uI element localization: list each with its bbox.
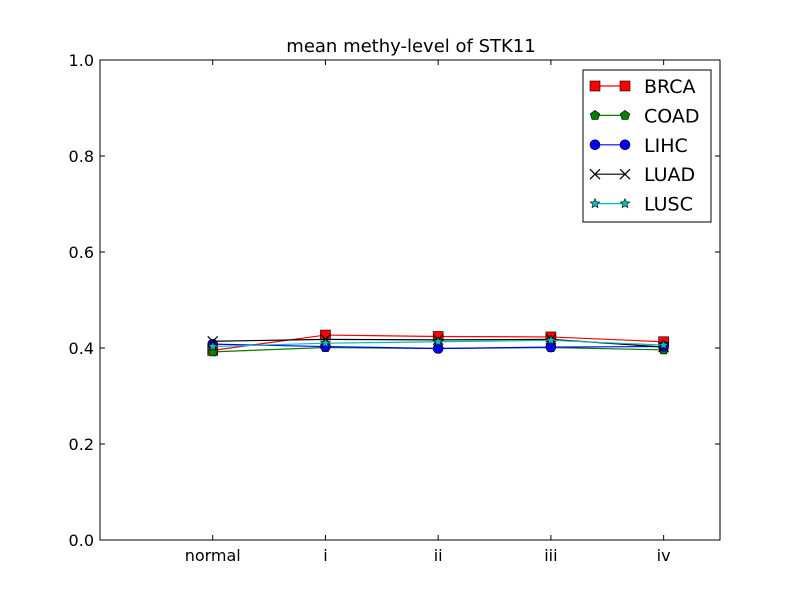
legend-marker (619, 110, 631, 120)
legend-marker (619, 139, 631, 151)
legend-marker (589, 80, 601, 92)
legend-label: LUSC (644, 194, 693, 216)
legend-label: COAD (644, 105, 700, 127)
chart-title: mean methy-level of STK11 (286, 36, 535, 57)
data-point (432, 335, 444, 347)
y-tick-label: 0.4 (69, 339, 94, 358)
legend-item-luad: LUAD (589, 164, 695, 186)
y-tick-label: 0.8 (69, 147, 94, 166)
data-point (319, 337, 331, 348)
legend-label: LUAD (644, 164, 695, 186)
x-tick-label: iii (544, 546, 557, 565)
series-layer (207, 329, 670, 357)
legend: BRCA COAD LIHC LUAD LUSC (582, 69, 712, 223)
y-tick-label: 0.0 (69, 531, 94, 550)
legend-marker (589, 139, 601, 151)
x-tick-label: normal (185, 546, 241, 565)
legend-item-lusc: LUSC (589, 194, 693, 216)
y-tick-label: 0.2 (69, 435, 94, 454)
legend-marker (589, 168, 601, 180)
data-point (432, 343, 444, 354)
y-tick-label: 1.0 (69, 51, 94, 70)
y-tick-label: 0.6 (69, 243, 94, 262)
x-tick-label: i (323, 546, 327, 565)
x-axis: normal i ii iii iv (185, 60, 671, 565)
legend-marker (619, 168, 631, 180)
y-axis: 0.0 0.2 0.4 0.6 0.8 1.0 (69, 51, 720, 550)
legend-label: LIHC (644, 135, 688, 157)
legend-marker (619, 197, 631, 209)
legend-marker (589, 197, 601, 209)
legend-label: BRCA (644, 76, 696, 98)
x-tick-label: iv (657, 546, 671, 565)
legend-item-brca: BRCA (589, 76, 696, 98)
legend-marker (619, 80, 631, 92)
legend-box (582, 69, 712, 223)
x-tick-label: ii (434, 546, 443, 565)
data-point (658, 339, 670, 350)
data-point (207, 340, 219, 352)
legend-item-coad: COAD (589, 105, 700, 127)
legend-marker (589, 110, 601, 120)
series-lusc (207, 334, 670, 352)
legend-item-lihc: LIHC (589, 135, 688, 157)
data-point (545, 334, 557, 346)
